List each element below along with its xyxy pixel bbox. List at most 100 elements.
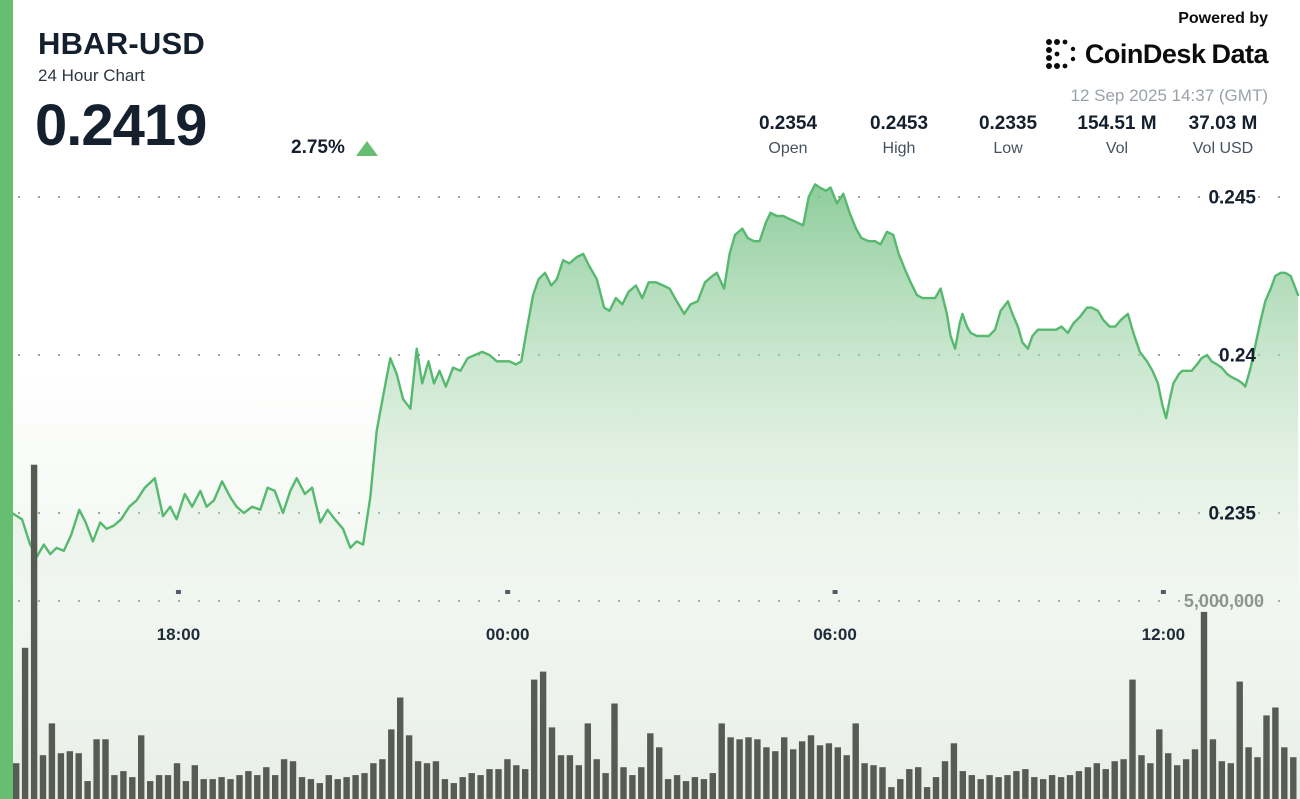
volume-bar — [66, 751, 73, 799]
volume-bar — [182, 781, 190, 799]
volume-bar — [325, 775, 332, 799]
stat-low: 0.2335 Low — [979, 112, 1037, 162]
price-change-percent: 2.75% — [291, 137, 345, 158]
coindesk-logo-text: CoinDesk Data — [1084, 38, 1269, 69]
volume-bar — [897, 779, 904, 799]
volume-bar — [852, 723, 859, 799]
volume-bar — [111, 775, 118, 799]
volume-bar — [1174, 765, 1181, 799]
volume-bar — [1138, 755, 1145, 799]
volume-bar — [513, 765, 520, 799]
stat-vol-label: Vol — [1105, 140, 1129, 157]
volume-bar — [352, 775, 359, 799]
volume-bar — [316, 783, 323, 799]
volume-bar — [825, 743, 833, 799]
volume-bar — [1147, 763, 1154, 799]
stat-vol-usd-label: Vol USD — [1192, 140, 1254, 157]
volume-bar — [1075, 771, 1083, 799]
volume-bar — [629, 775, 636, 799]
volume-bar — [138, 735, 145, 799]
volume-bar — [682, 781, 690, 799]
volume-bar — [307, 779, 315, 799]
volume-bar — [379, 759, 386, 799]
volume-bar — [432, 761, 440, 799]
x-tick-label: 18:00 — [157, 625, 200, 644]
volume-bars — [13, 464, 1297, 799]
volume-bar — [48, 723, 56, 799]
volume-bar — [941, 761, 949, 799]
volume-bar — [1084, 767, 1092, 799]
volume-bar — [397, 697, 404, 799]
volume-bar — [486, 769, 493, 799]
volume-bar — [968, 775, 975, 799]
volume-bar — [414, 761, 422, 799]
volume-bar — [709, 773, 716, 799]
y-axis-labels: 0.245 0.24 0.235 5,000,000 — [1184, 188, 1264, 612]
volume-tick-label: 5,000,000 — [1184, 591, 1264, 611]
current-price: 0.2419 — [35, 93, 207, 158]
x-tick-label: 12:00 — [1142, 625, 1185, 644]
volume-bar — [1281, 747, 1288, 799]
volume-bar — [441, 779, 449, 799]
volume-bar — [495, 769, 502, 799]
volume-bar — [164, 775, 172, 799]
volume-bar — [1227, 763, 1234, 799]
volume-bar — [986, 775, 993, 799]
volume-bar — [93, 739, 100, 799]
volume-bar — [718, 723, 725, 799]
volume-bar — [289, 761, 297, 799]
volume-bar — [959, 771, 966, 799]
volume-bar — [468, 773, 475, 799]
volume-bar — [1048, 775, 1056, 799]
volume-bar — [1111, 761, 1118, 799]
volume-bar — [1120, 759, 1127, 799]
volume-bar — [459, 777, 466, 799]
volume-bar — [30, 464, 38, 799]
volume-bar — [147, 781, 154, 799]
volume-bar — [745, 737, 752, 799]
stat-vol-usd: 37.03 M Vol USD — [1189, 112, 1258, 162]
volume-bar — [227, 779, 234, 799]
x-tick-label: 00:00 — [486, 625, 529, 644]
volume-bar — [298, 777, 306, 799]
volume-bar — [245, 771, 252, 799]
volume-bar — [57, 753, 65, 799]
stat-low-label: Low — [993, 140, 1023, 157]
volume-bar — [102, 739, 109, 799]
volume-bar — [522, 769, 529, 799]
volume-bar — [1102, 769, 1109, 799]
volume-bar — [950, 743, 958, 799]
coindesk-logo-icon — [1045, 39, 1076, 69]
volume-bar — [531, 679, 538, 799]
volume-bar — [1066, 775, 1074, 799]
volume-bar — [575, 765, 582, 799]
volume-bar — [1093, 763, 1100, 799]
volume-bar — [218, 777, 225, 799]
y-tick-label: 0.245 — [1208, 188, 1256, 209]
volume-bar — [620, 767, 627, 799]
volume-bar — [593, 759, 600, 799]
volume-bar — [584, 723, 591, 799]
coindesk-logo[interactable]: CoinDesk Data — [1045, 38, 1268, 70]
volume-bar — [539, 671, 547, 799]
volume-bar — [861, 763, 868, 799]
volume-bar — [700, 779, 708, 799]
volume-bar — [370, 763, 377, 799]
volume-bar — [1156, 729, 1163, 799]
volume-bar — [1245, 747, 1252, 799]
volume-bar — [200, 779, 207, 799]
timestamp: 12 Sep 2025 14:37 (GMT) — [1070, 86, 1268, 105]
volume-bar — [209, 779, 216, 799]
stat-high: 0.2453 High — [870, 112, 928, 162]
volume-bar — [1263, 715, 1270, 799]
volume-bar — [1004, 775, 1011, 799]
volume-bar — [638, 767, 645, 799]
volume-bar — [13, 763, 20, 799]
volume-bar — [477, 775, 484, 799]
volume-bar — [754, 739, 761, 799]
y-tick-label: 0.235 — [1208, 504, 1256, 525]
volume-bar — [504, 759, 511, 799]
volume-bar — [647, 733, 654, 799]
volume-bar — [1182, 759, 1190, 799]
